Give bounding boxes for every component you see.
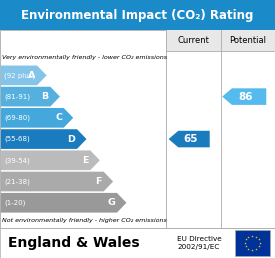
- Bar: [221, 30, 275, 51]
- Text: D: D: [67, 135, 75, 143]
- Text: (21-38): (21-38): [4, 178, 30, 185]
- Text: Potential: Potential: [229, 36, 266, 45]
- Polygon shape: [1, 66, 46, 85]
- Text: G: G: [108, 198, 115, 207]
- Text: EU Directive
2002/91/EC: EU Directive 2002/91/EC: [177, 236, 222, 250]
- Bar: [0, 228, 275, 258]
- Bar: [235, 230, 270, 256]
- Text: (55-68): (55-68): [4, 136, 30, 142]
- Text: England & Wales: England & Wales: [8, 236, 140, 250]
- Text: (69-80): (69-80): [4, 115, 31, 121]
- Polygon shape: [169, 131, 210, 147]
- Text: (81-91): (81-91): [4, 93, 31, 100]
- Text: A: A: [28, 71, 35, 80]
- Text: Environmental Impact (CO₂) Rating: Environmental Impact (CO₂) Rating: [21, 9, 254, 22]
- Text: C: C: [55, 113, 62, 122]
- Polygon shape: [222, 88, 266, 105]
- Text: E: E: [82, 156, 89, 165]
- Polygon shape: [1, 172, 113, 191]
- Polygon shape: [1, 108, 73, 128]
- Polygon shape: [1, 150, 100, 170]
- Text: Current: Current: [178, 36, 209, 45]
- Text: (39-54): (39-54): [4, 157, 30, 164]
- Bar: [166, 30, 221, 51]
- Bar: [0, 0, 275, 30]
- Text: F: F: [95, 177, 102, 186]
- Text: Not environmentally friendly - higher CO₂ emissions: Not environmentally friendly - higher CO…: [2, 218, 167, 223]
- Text: B: B: [42, 92, 49, 101]
- Polygon shape: [1, 87, 60, 107]
- Polygon shape: [1, 193, 127, 213]
- Text: Very environmentally friendly - lower CO₂ emissions: Very environmentally friendly - lower CO…: [2, 55, 167, 60]
- Text: (92 plus): (92 plus): [4, 72, 35, 79]
- Text: 65: 65: [183, 134, 198, 144]
- Text: 86: 86: [238, 92, 253, 102]
- Bar: [0, 30, 275, 228]
- Polygon shape: [1, 129, 87, 149]
- Text: (1-20): (1-20): [4, 199, 26, 206]
